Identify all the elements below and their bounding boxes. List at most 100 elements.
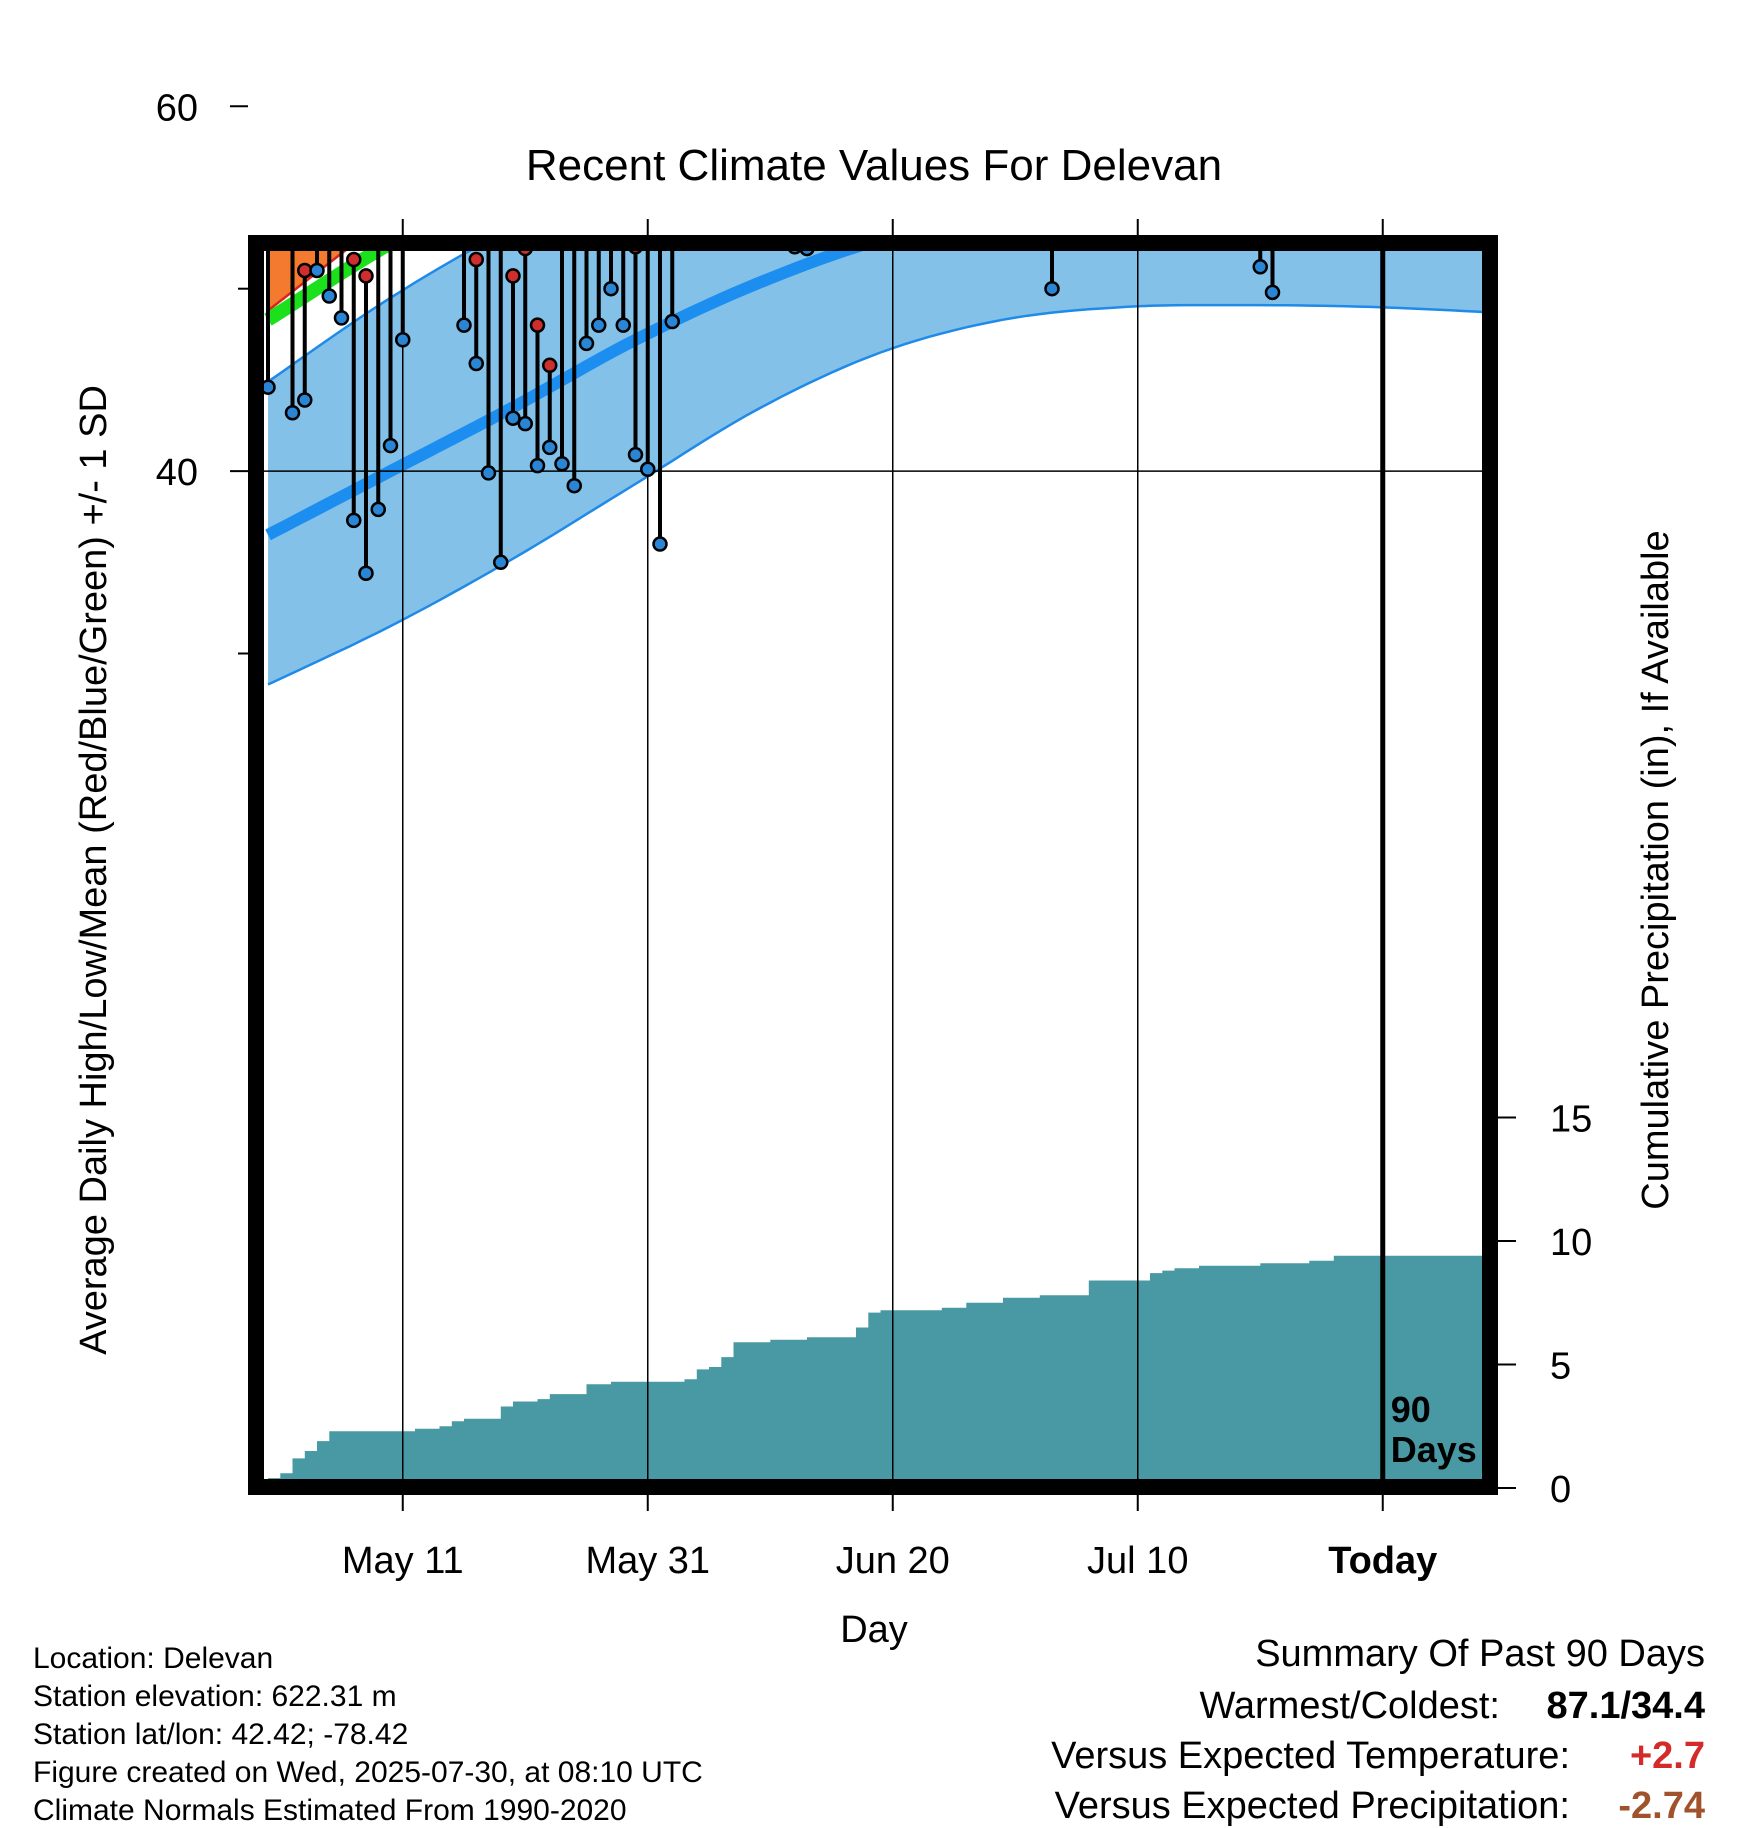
daily-low-point	[972, 63, 985, 76]
daily-low-point	[333, 310, 350, 326]
daily-low-point	[1291, 16, 1304, 29]
daily-low-point	[652, 536, 668, 552]
daily-low-point	[1180, 87, 1193, 100]
daily-low-point	[690, 63, 703, 76]
daily-high-point	[384, 78, 397, 91]
daily-low-point	[948, 32, 961, 45]
daily-low-point	[554, 456, 570, 472]
summary-temp-label: Versus Expected Temperature:	[1051, 1735, 1570, 1777]
grid-lines	[256, 243, 1490, 1487]
daily-low-point	[382, 437, 399, 454]
summary-temp-value: +2.7	[1630, 1735, 1705, 1777]
daily-low-point	[370, 501, 386, 518]
daily-low-point	[284, 404, 301, 421]
daily-low-point	[1058, 200, 1071, 213]
daily-low-point	[703, 87, 716, 100]
daily-low-point	[480, 465, 497, 481]
daily-low-point	[591, 317, 607, 333]
summary-precip-label: Versus Expected Precipitation:	[1055, 1785, 1570, 1827]
daily-low-point	[1264, 284, 1281, 301]
plot-border	[248, 235, 1498, 1495]
daily-high-point	[580, 0, 593, 11]
daily-high-point	[568, 36, 581, 49]
daily-high-point	[605, 36, 618, 49]
daily-high-point	[617, 0, 630, 12]
daily-low-point	[445, 107, 458, 120]
summary-title: Summary Of Past 90 Days	[1255, 1633, 1705, 1675]
high-normal-line	[268, 0, 1493, 106]
precipitation-area	[268, 1255, 1490, 1487]
footer-location: Location: Delevan	[33, 1642, 273, 1675]
daily-high-point	[274, 0, 287, 11]
daily-low-point	[274, 200, 287, 213]
low-sd-band-lower-edge	[267, 303, 1490, 686]
daily-low-point	[1252, 259, 1268, 275]
daily-high-point	[529, 317, 546, 333]
daily-low-point	[321, 288, 337, 304]
daily-low-point	[1242, 65, 1255, 78]
daily-low-point	[1144, 5, 1157, 18]
daily-low-point	[1315, 51, 1328, 64]
daily-low-point	[505, 410, 521, 426]
daily-low-point	[1278, 218, 1291, 231]
daily-observations	[260, 0, 1353, 581]
y-tick-label: 40	[156, 452, 198, 494]
daily-high-point	[468, 251, 484, 268]
x-tick-label: Jul 10	[1087, 1540, 1188, 1582]
daily-low-point	[309, 262, 325, 279]
daily-low-point	[456, 317, 472, 333]
x-tick-label: Today	[1328, 1540, 1437, 1582]
daily-low-point	[664, 313, 680, 330]
daily-high-point	[421, 41, 434, 54]
summary-warmest-value: 87.1/34.4	[1547, 1685, 1705, 1727]
daily-low-point	[578, 335, 595, 352]
daily-low-point	[1340, 41, 1353, 54]
daily-high-point	[372, 14, 385, 27]
daily-low-point	[433, 186, 446, 199]
y2-tick-label: 5	[1550, 1346, 1571, 1388]
daily-high-point	[346, 251, 362, 268]
summary-precip-value: -2.74	[1618, 1785, 1705, 1827]
daily-high-point	[542, 357, 558, 374]
daily-low-point	[493, 554, 509, 571]
today-marker-label-1: 90	[1391, 1389, 1431, 1430]
daily-high-point	[801, 36, 814, 49]
y2-tick-label: 15	[1550, 1099, 1592, 1141]
daily-high-point	[752, 0, 765, 9]
daily-low-point	[678, 120, 691, 133]
daily-low-point	[825, 124, 838, 137]
daily-low-point	[1168, 1, 1181, 14]
daily-low-point	[468, 355, 484, 372]
chart-title: Recent Climate Values For Delevan	[526, 141, 1222, 190]
daily-low-point	[421, 151, 434, 164]
daily-low-point	[1021, 93, 1034, 106]
daily-low-point	[358, 565, 374, 581]
daily-low-point	[1009, 10, 1022, 23]
daily-high-point	[335, 36, 348, 49]
daily-low-point	[837, 113, 850, 126]
daily-high-point	[494, 151, 507, 164]
y2-tick-label: 10	[1550, 1222, 1592, 1264]
low-normal-line	[265, 243, 891, 541]
daily-low-point	[1119, 67, 1132, 80]
x-tick-label: May 31	[585, 1540, 710, 1582]
y2-tick-label: 0	[1550, 1469, 1571, 1511]
footer-normals: Climate Normals Estimated From 1990-2020	[33, 1794, 627, 1827]
x-axis-label: Day	[840, 1609, 908, 1651]
daily-low-point	[627, 446, 644, 463]
precip-cumulative-area	[268, 1255, 1490, 1487]
x-tick-label: May 11	[342, 1540, 464, 1582]
footer-latlon: Station lat/lon: 42.42; -78.42	[33, 1718, 408, 1751]
daily-high-point	[654, 10, 667, 23]
daily-low-point	[850, 18, 863, 31]
daily-low-point	[409, 140, 422, 153]
x-tick-label: Jun 20	[836, 1540, 950, 1582]
daily-low-point	[813, 118, 826, 131]
daily-low-point	[1217, 211, 1230, 224]
daily-high-point	[323, 49, 336, 62]
daily-low-point	[1131, 71, 1144, 84]
high-sd-band	[268, 243, 355, 311]
daily-low-point	[997, 105, 1010, 118]
daily-low-point	[1205, 85, 1218, 98]
